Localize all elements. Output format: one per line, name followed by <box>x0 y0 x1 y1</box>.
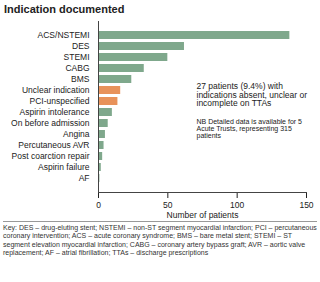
svg-text:27 patients (9.4%) withindicat: 27 patients (9.4%) withindications absen… <box>197 81 308 108</box>
svg-text:50: 50 <box>163 200 173 210</box>
svg-text:STEMI: STEMI <box>64 52 90 62</box>
svg-text:Post coarction repair: Post coarction repair <box>12 151 90 161</box>
svg-text:AF: AF <box>79 173 90 183</box>
svg-text:0: 0 <box>96 200 101 210</box>
html-text:Indication documented: Indication documented <box>4 3 125 15</box>
svg-text:ACS/NSTEMI: ACS/NSTEMI <box>38 30 90 40</box>
svg-text:Number of patients: Number of patients <box>167 210 239 220</box>
svg-text:Angina: Angina <box>63 129 90 139</box>
svg-text:Aspirin intolerance: Aspirin intolerance <box>20 107 90 117</box>
svg-text:CABG: CABG <box>65 63 89 73</box>
svg-text:100: 100 <box>230 200 244 210</box>
svg-text:DES: DES <box>72 41 90 51</box>
html-text:Key: DES – drug-eluting stent;: Key: DES – drug-eluting stent; NSTEMI – … <box>3 224 317 257</box>
svg-text:PCI-unspecified: PCI-unspecified <box>29 96 89 106</box>
svg-text:150: 150 <box>299 200 313 210</box>
svg-text:Aspirin failure: Aspirin failure <box>38 162 90 172</box>
svg-text:BMS: BMS <box>71 74 90 84</box>
svg-text:NB Detailed data is available: NB Detailed data is available for 5Acute… <box>197 118 303 140</box>
svg-text:On before admission: On before admission <box>11 118 90 128</box>
svg-text:Percutaneous AVR: Percutaneous AVR <box>18 140 89 150</box>
svg-text:Unclear indication: Unclear indication <box>22 85 90 95</box>
